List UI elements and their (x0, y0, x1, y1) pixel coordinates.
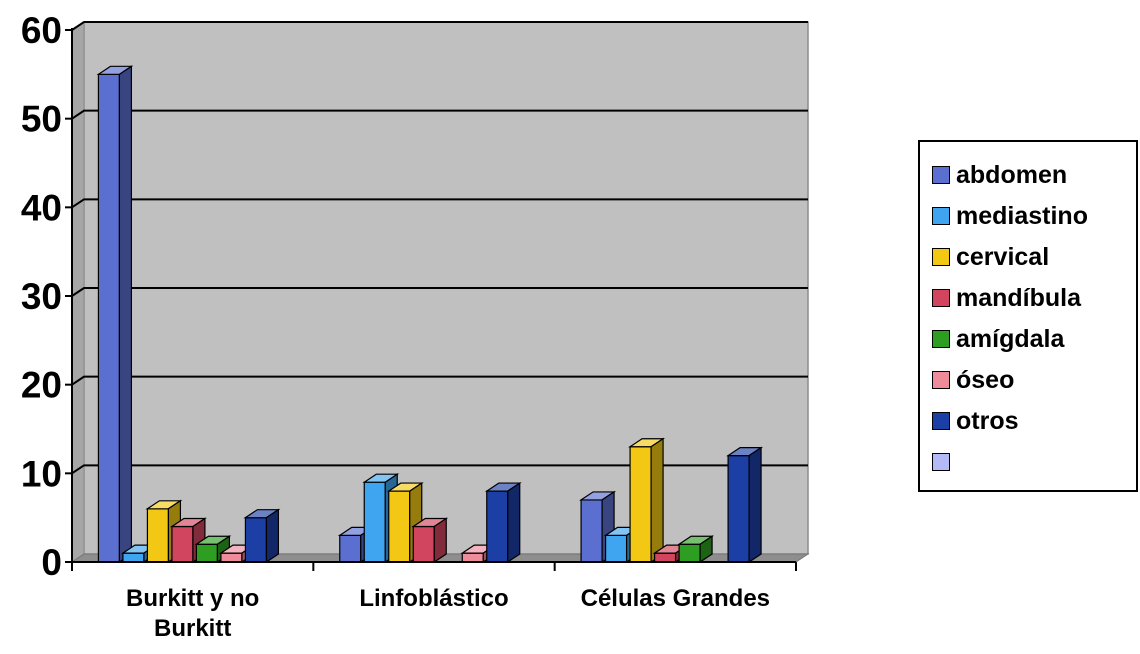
y-tick-label: 10 (21, 453, 62, 494)
plot-area (70, 21, 810, 563)
bar-side (699, 535, 713, 564)
legend-swatch (932, 453, 950, 471)
bar-front (146, 508, 170, 563)
x-category-label: Células Grandes (581, 585, 770, 612)
legend-label: mediastino (956, 201, 1088, 230)
gridline (71, 287, 808, 297)
x-tick-labels: Burkitt y no Burkitt Linfoblástico Células … (126, 585, 770, 642)
bar-front (580, 499, 603, 563)
legend-swatch (932, 207, 950, 225)
bar (677, 535, 715, 564)
legend-item-otros: otros (932, 406, 1019, 436)
bar (411, 517, 449, 564)
bar (579, 490, 617, 564)
legend-swatch (932, 166, 950, 184)
legend-item-oseo: óseo (932, 365, 1014, 395)
gridline (71, 21, 808, 31)
bar-side (507, 481, 521, 564)
legend-item-cervical: cervical (932, 242, 1049, 272)
y-tick-label: 20 (21, 365, 62, 406)
bar (628, 437, 666, 564)
gridlines (71, 21, 808, 475)
legend-swatch (932, 289, 950, 307)
bar-side (748, 446, 762, 564)
bar (726, 446, 764, 564)
legend-label: abdomen (956, 160, 1068, 189)
bar-front (629, 446, 652, 563)
bar-front (244, 517, 268, 563)
legend-item-blank (932, 447, 956, 477)
bar-front (363, 481, 386, 563)
legend-item-mediastino: mediastino (932, 201, 1088, 231)
bar (484, 481, 522, 564)
x-category-label: Linfoblástico (359, 585, 508, 612)
bar-side (650, 437, 664, 564)
bar-front (122, 552, 145, 563)
y-tick-label: 60 (21, 10, 62, 51)
gridline (71, 375, 808, 386)
bar (96, 65, 134, 564)
axes (65, 28, 797, 571)
bar-front (678, 543, 701, 563)
gridline (71, 109, 808, 120)
x-category-label: Burkitt y no Burkitt (126, 585, 259, 642)
y-tick-label: 0 (41, 542, 62, 583)
bar-front (727, 455, 750, 563)
legend-label: amígdala (956, 324, 1065, 353)
bar-side (265, 508, 280, 564)
bar-front (388, 490, 411, 563)
bar-front (220, 552, 243, 563)
legend-item-abdomen: abdomen (932, 160, 1067, 190)
gridline (71, 464, 808, 475)
legend-swatch (932, 412, 950, 430)
y-tick-label: 40 (21, 187, 62, 228)
bar-front (412, 525, 435, 563)
bar-front (653, 552, 677, 563)
legend-item-amigdala: amígdala (932, 324, 1064, 354)
bar-side (118, 65, 133, 564)
legend-swatch (932, 371, 950, 389)
legend: abdomen mediastino cervical mandíbula amígda… (918, 140, 1138, 492)
bar-front (97, 73, 121, 563)
legend-label: otros (956, 406, 1019, 435)
bars (96, 65, 764, 564)
bar-front (604, 534, 628, 563)
y-tick-label: 50 (21, 99, 62, 140)
y-tick-label: 30 (21, 276, 62, 317)
legend-item-mandibula: mandíbula (932, 283, 1081, 313)
bar-front (171, 525, 194, 563)
bar (243, 508, 281, 564)
legend-swatch (932, 248, 950, 266)
legend-label: óseo (956, 365, 1015, 394)
legend-label: mandíbula (956, 283, 1082, 312)
gridline (71, 198, 808, 209)
bar-side (433, 517, 447, 564)
legend-swatch (932, 330, 950, 348)
bar (386, 481, 424, 564)
bar-front (195, 543, 219, 563)
legend-label: cervical (956, 242, 1050, 271)
bar-front (461, 552, 484, 563)
bar-front (339, 534, 362, 563)
y-tick-labels: 0 10 20 30 40 50 60 (21, 10, 62, 583)
bar-front (486, 490, 509, 563)
